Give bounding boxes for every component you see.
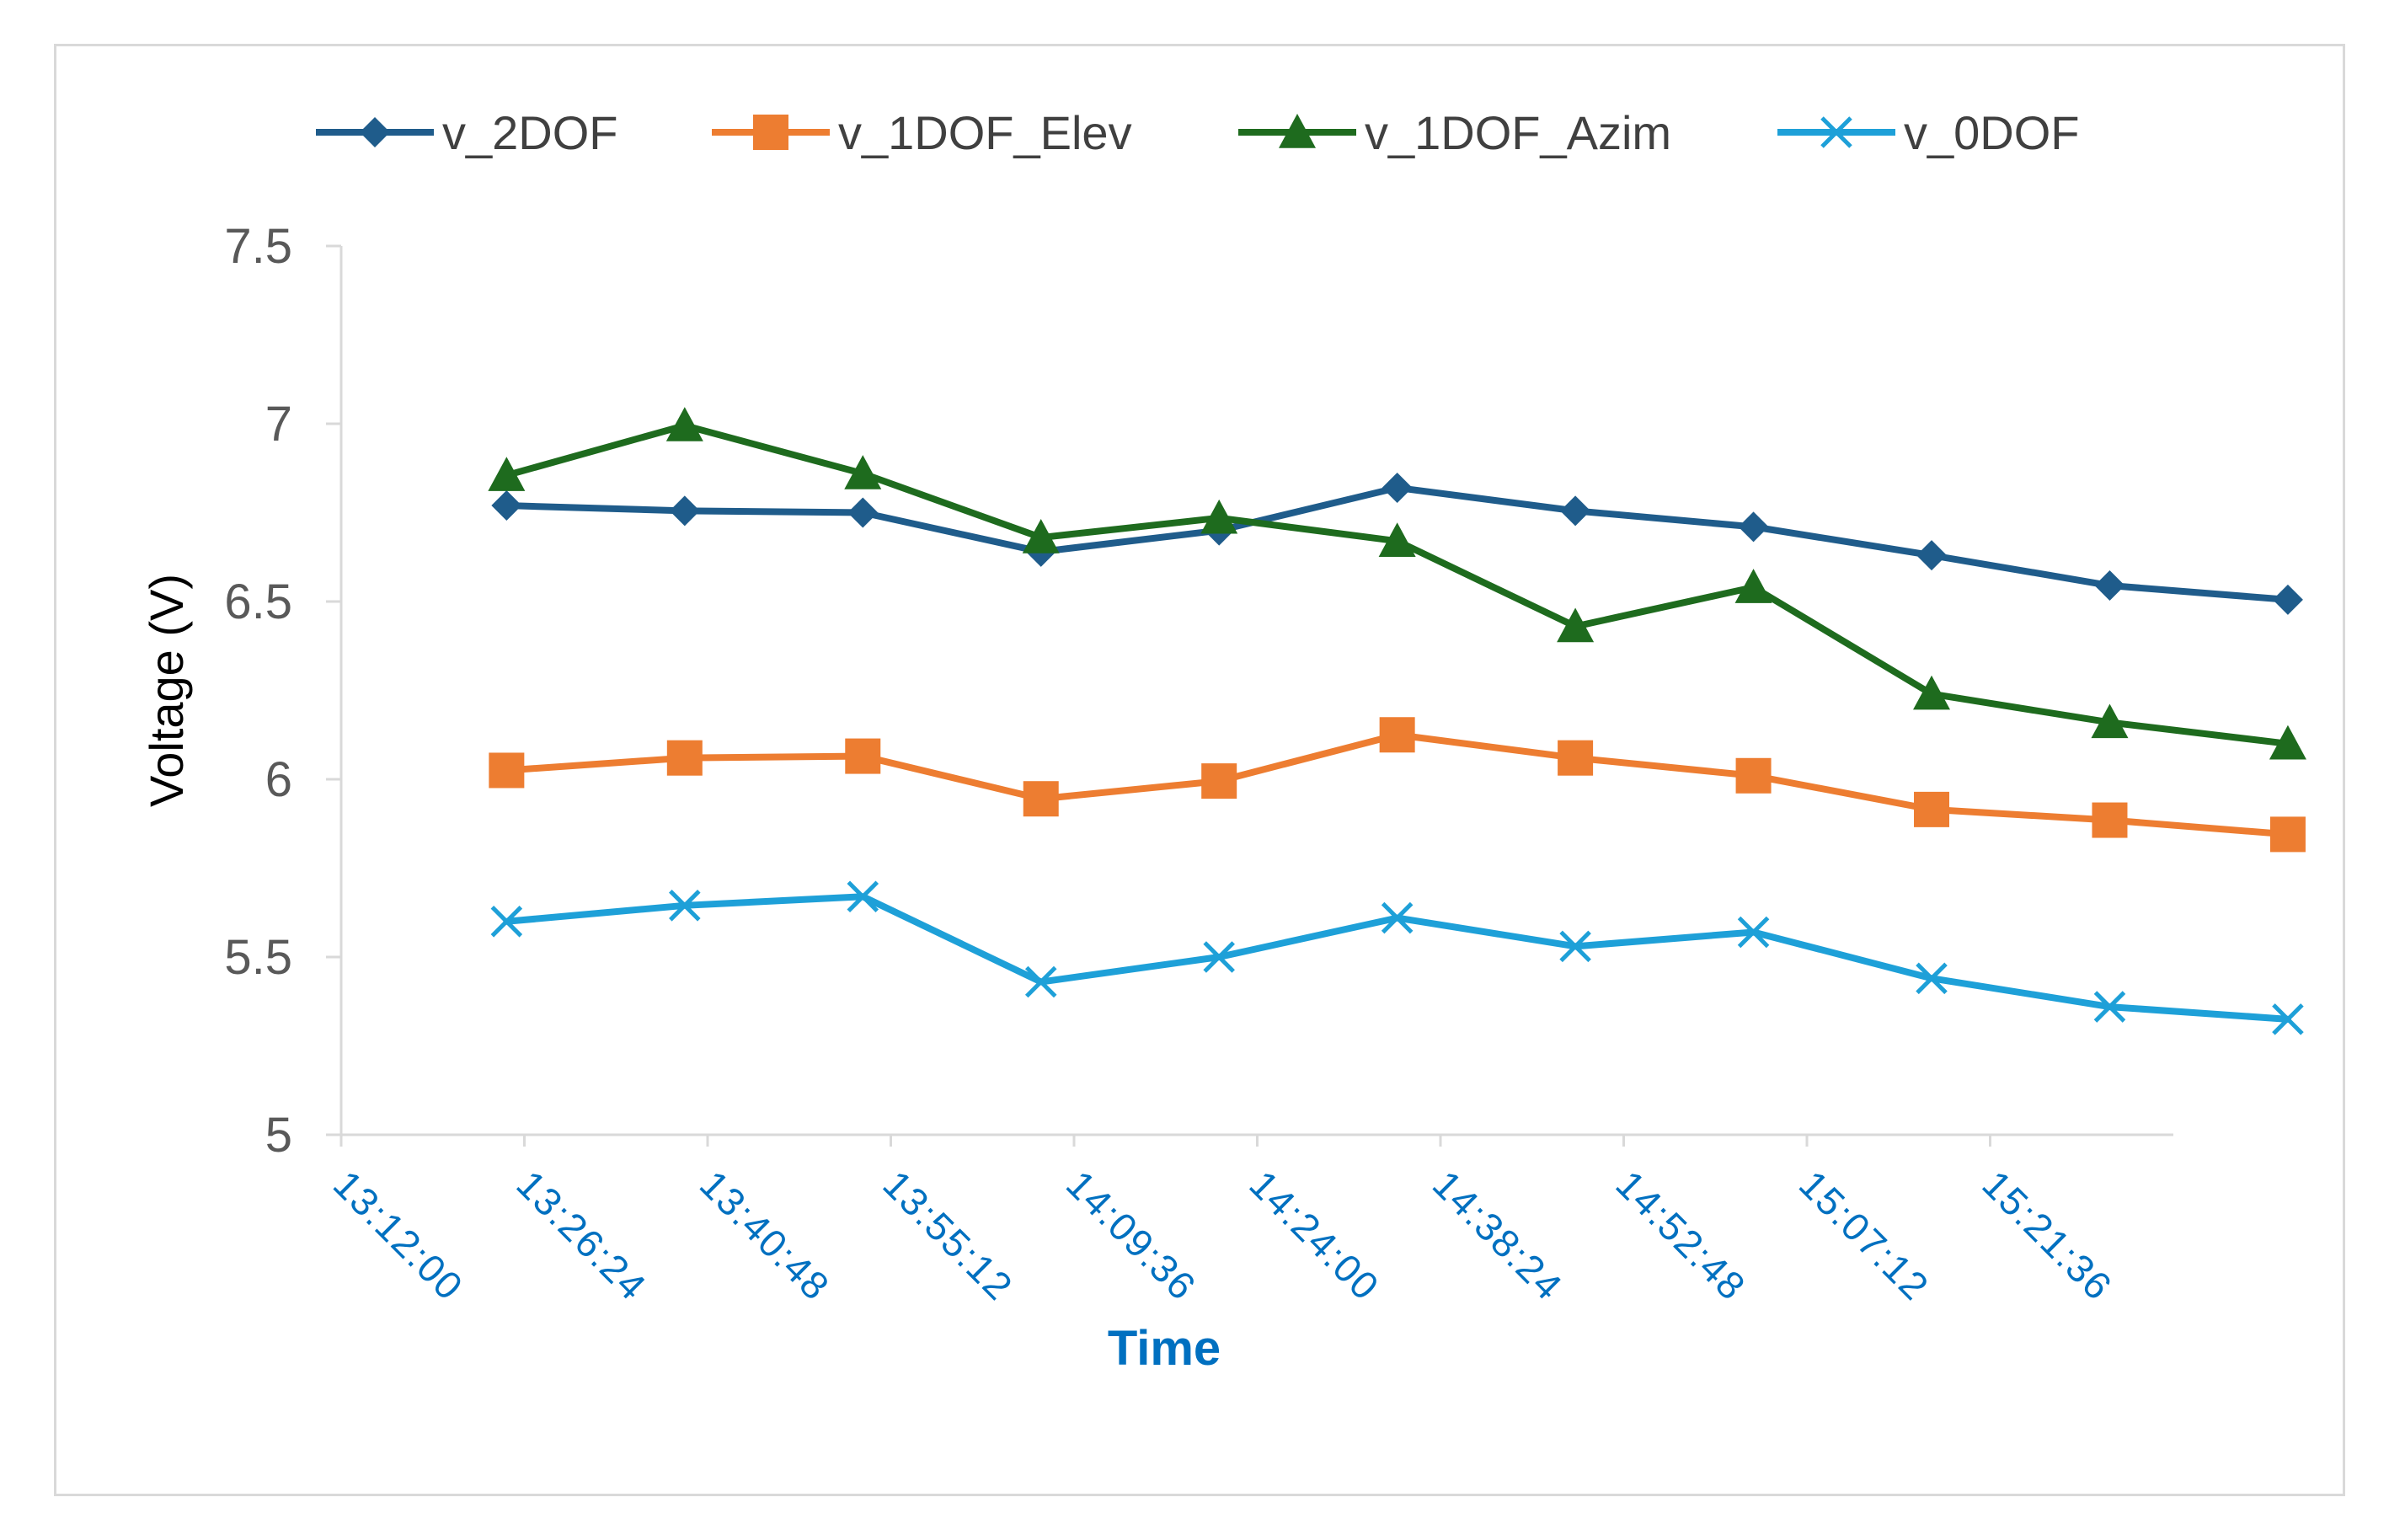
legend-label: v_2DOF: [442, 106, 618, 159]
data-point: [2093, 991, 2126, 1023]
legend-item: v_1DOF_Elev: [712, 106, 1132, 159]
data-point: [1734, 569, 1772, 603]
legend-marker: [1820, 116, 1852, 148]
y-axis-title: Voltage (V): [140, 574, 193, 807]
data-point: [1737, 916, 1770, 949]
data-point: [1914, 791, 1950, 827]
data-point: [1735, 757, 1772, 794]
data-point: [1201, 763, 1237, 799]
data-point: [1382, 472, 1413, 503]
x-tick-label: 14:09:36: [1058, 1162, 1205, 1309]
data-point: [1916, 962, 1948, 995]
y-axis-ticks: 5 5.5 6 6.5 7 7.5: [224, 219, 341, 1163]
data-point: [845, 738, 881, 774]
data-point: [1023, 781, 1059, 817]
legend-label: v_0DOF: [1904, 106, 2080, 159]
series-v_1DOF_Azim: [488, 407, 2306, 760]
data-point: [669, 890, 701, 922]
data-point: [1203, 941, 1235, 973]
legend-item: v_2DOF: [316, 106, 618, 159]
series-v_0DOF: [490, 880, 2304, 1035]
data-point: [488, 457, 526, 491]
data-point: [847, 497, 879, 528]
data-point: [1379, 717, 1415, 753]
legend-item: v_0DOF: [1777, 106, 2080, 159]
y-tick-label: 7: [265, 397, 292, 452]
data-point: [2272, 1003, 2304, 1035]
data-point: [1557, 607, 1595, 643]
data-point: [1381, 901, 1414, 934]
y-tick-label: 6: [265, 752, 292, 807]
x-tick-label: 13:26:24: [508, 1162, 655, 1309]
data-point: [844, 455, 882, 489]
data-point: [490, 906, 523, 938]
x-tick-label: 15:07:12: [1791, 1162, 1938, 1309]
data-point: [1913, 675, 1951, 710]
data-point: [1560, 495, 1591, 527]
data-point: [1022, 519, 1060, 553]
data-point: [1200, 499, 1238, 534]
legend-label: v_1DOF_Elev: [838, 106, 1132, 159]
x-tick-label: 15:21:36: [1974, 1162, 2121, 1309]
series-v_1DOF_Elev: [489, 717, 2306, 853]
data-point: [1378, 522, 1416, 557]
y-tick-label: 5.5: [224, 930, 292, 985]
data-point: [847, 880, 879, 913]
y-tick-label: 7.5: [224, 219, 292, 274]
data-point: [666, 740, 703, 776]
x-tick-label: 14:52:48: [1607, 1162, 1755, 1309]
data-point: [2091, 703, 2129, 739]
legend-marker: [1279, 114, 1316, 148]
data-point: [2094, 570, 2125, 602]
data-point: [1558, 740, 1594, 776]
x-tick-label: 13:12:00: [325, 1162, 473, 1309]
data-point: [2092, 802, 2128, 838]
x-tick-label: 13:55:12: [874, 1162, 1022, 1309]
x-axis-title: Time: [1108, 1321, 1221, 1376]
x-tick-label: 14:38:24: [1424, 1162, 1572, 1309]
data-point: [489, 752, 525, 789]
y-tick-label: 5: [265, 1108, 292, 1163]
data-point: [2269, 725, 2306, 760]
data-point: [2272, 584, 2303, 615]
x-axis-ticks: 13:12:00 13:26:24 13:40:48 13:55:12 14:09:36…: [325, 1135, 2121, 1309]
y-tick-label: 6.5: [224, 575, 292, 629]
legend-marker: [360, 117, 390, 147]
x-tick-label: 13:40:48: [692, 1162, 839, 1309]
x-tick-label: 14:24:00: [1241, 1162, 1388, 1309]
plot-area: [488, 407, 2306, 1035]
chart-frame: [54, 44, 2345, 1496]
legend-marker: [753, 115, 788, 150]
series-v_2DOF: [491, 472, 2303, 615]
legend: v_2DOF v_1DOF_Elev v_1DOF_Azim v_0DOF: [316, 106, 2080, 159]
data-point: [669, 495, 700, 527]
data-point: [1559, 930, 1591, 963]
legend-label: v_1DOF_Azim: [1365, 106, 1671, 159]
legend-item: v_1DOF_Azim: [1238, 106, 1671, 159]
data-point: [1738, 511, 1769, 543]
axes: [339, 246, 2173, 1136]
data-point: [1024, 965, 1057, 998]
data-point: [665, 407, 703, 441]
data-point: [2269, 816, 2306, 853]
data-point: [1916, 540, 1948, 571]
data-point: [491, 490, 522, 521]
